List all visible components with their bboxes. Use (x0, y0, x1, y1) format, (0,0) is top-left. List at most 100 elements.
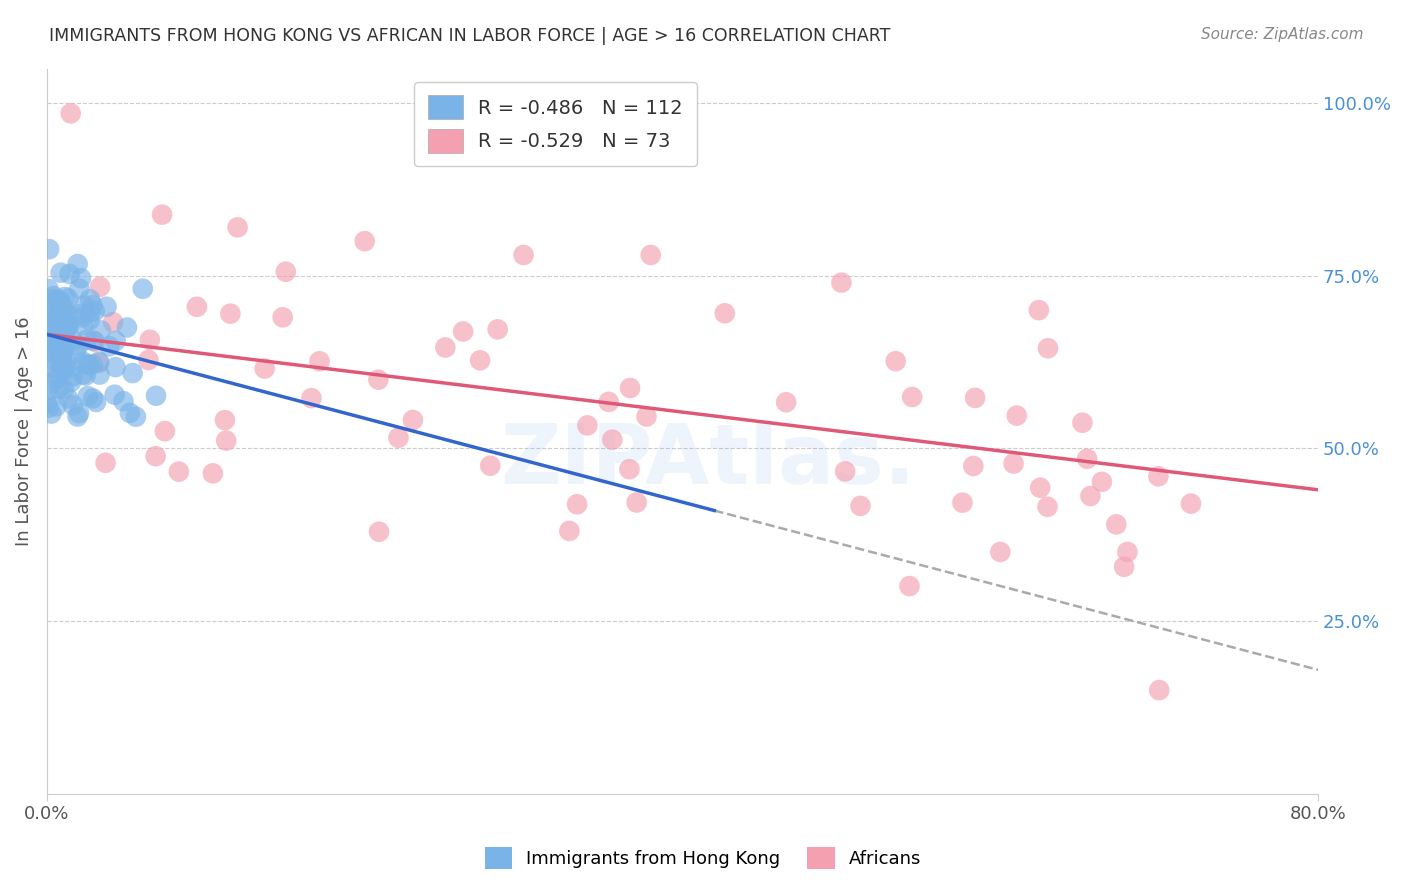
Point (368, 524, 391, 539)
Point (77, 358, 100, 372)
Point (35, 341, 58, 355)
Point (58, 318, 80, 333)
Point (775, 395, 797, 409)
Point (112, 394, 135, 409)
Point (1036, 341, 1059, 355)
Point (274, 265, 297, 279)
Point (1076, 451, 1098, 466)
Point (53, 359, 76, 373)
Point (849, 499, 872, 513)
Point (79, 313, 101, 327)
Point (219, 307, 242, 321)
Point (965, 391, 987, 405)
Point (39, 360, 62, 375)
Point (367, 373, 389, 387)
Point (451, 325, 474, 339)
Point (49, 354, 72, 368)
Point (45, 319, 67, 334)
Point (37, 282, 59, 296)
Point (387, 431, 409, 445)
Point (215, 434, 238, 448)
Point (38, 401, 60, 415)
Point (41, 376, 63, 391)
Point (1080, 489, 1102, 503)
Point (48, 381, 70, 395)
Point (84, 334, 107, 349)
Point (70, 271, 93, 285)
Point (51, 331, 73, 345)
Point (602, 433, 624, 447)
Point (45, 311, 67, 326)
Point (640, 248, 662, 262)
Point (75, 368, 97, 383)
Point (486, 322, 509, 336)
Point (145, 449, 167, 463)
Point (619, 381, 641, 395)
Text: IMMIGRANTS FROM HONG KONG VS AFRICAN IN LABOR FORCE | AGE > 16 CORRELATION CHART: IMMIGRANTS FROM HONG KONG VS AFRICAN IN … (49, 27, 890, 45)
Point (38, 335, 60, 350)
Point (79, 293, 101, 307)
Point (89, 356, 111, 370)
Point (125, 409, 148, 424)
Legend: Immigrants from Hong Kong, Africans: Immigrants from Hong Kong, Africans (475, 838, 931, 879)
Point (42, 289, 65, 303)
Point (66, 257, 89, 271)
Point (53, 320, 76, 334)
Point (39, 332, 62, 346)
Point (90, 323, 112, 337)
Point (1071, 416, 1094, 430)
Point (153, 424, 176, 438)
Point (62, 398, 84, 412)
Point (41, 292, 63, 306)
Point (1114, 559, 1136, 574)
Point (834, 464, 856, 478)
Point (52, 363, 75, 377)
Point (55, 318, 77, 332)
Point (46, 293, 69, 307)
Point (479, 458, 502, 473)
Point (35, 395, 58, 409)
Point (53, 328, 76, 343)
Point (46, 322, 69, 336)
Point (59, 106, 82, 120)
Point (145, 389, 167, 403)
Point (55, 325, 77, 339)
Point (1147, 469, 1170, 483)
Point (1002, 457, 1025, 471)
Point (226, 220, 249, 235)
Point (1036, 500, 1059, 514)
Point (598, 395, 620, 409)
Point (98, 339, 121, 353)
Point (49, 266, 72, 280)
Point (952, 495, 974, 509)
Point (66, 409, 89, 424)
Point (962, 458, 984, 473)
Point (67, 406, 90, 420)
Point (1147, 683, 1170, 698)
Point (186, 300, 208, 314)
Point (45, 400, 67, 414)
Point (82, 358, 104, 372)
Text: Source: ZipAtlas.com: Source: ZipAtlas.com (1201, 27, 1364, 42)
Point (62, 334, 84, 348)
Point (67, 282, 90, 296)
Point (988, 545, 1011, 559)
Point (60, 375, 83, 389)
Point (512, 248, 534, 262)
Point (38, 345, 60, 359)
Point (62, 369, 84, 384)
Point (56, 292, 79, 306)
Point (901, 390, 924, 404)
Point (52, 342, 75, 356)
Point (49, 317, 72, 331)
Point (55, 318, 77, 333)
Point (1005, 409, 1028, 423)
Point (79, 306, 101, 320)
Point (55, 354, 77, 368)
Point (1029, 481, 1052, 495)
Point (1091, 475, 1114, 489)
Point (636, 409, 658, 424)
Point (82, 334, 104, 348)
Point (53, 302, 76, 317)
Point (53, 363, 76, 377)
